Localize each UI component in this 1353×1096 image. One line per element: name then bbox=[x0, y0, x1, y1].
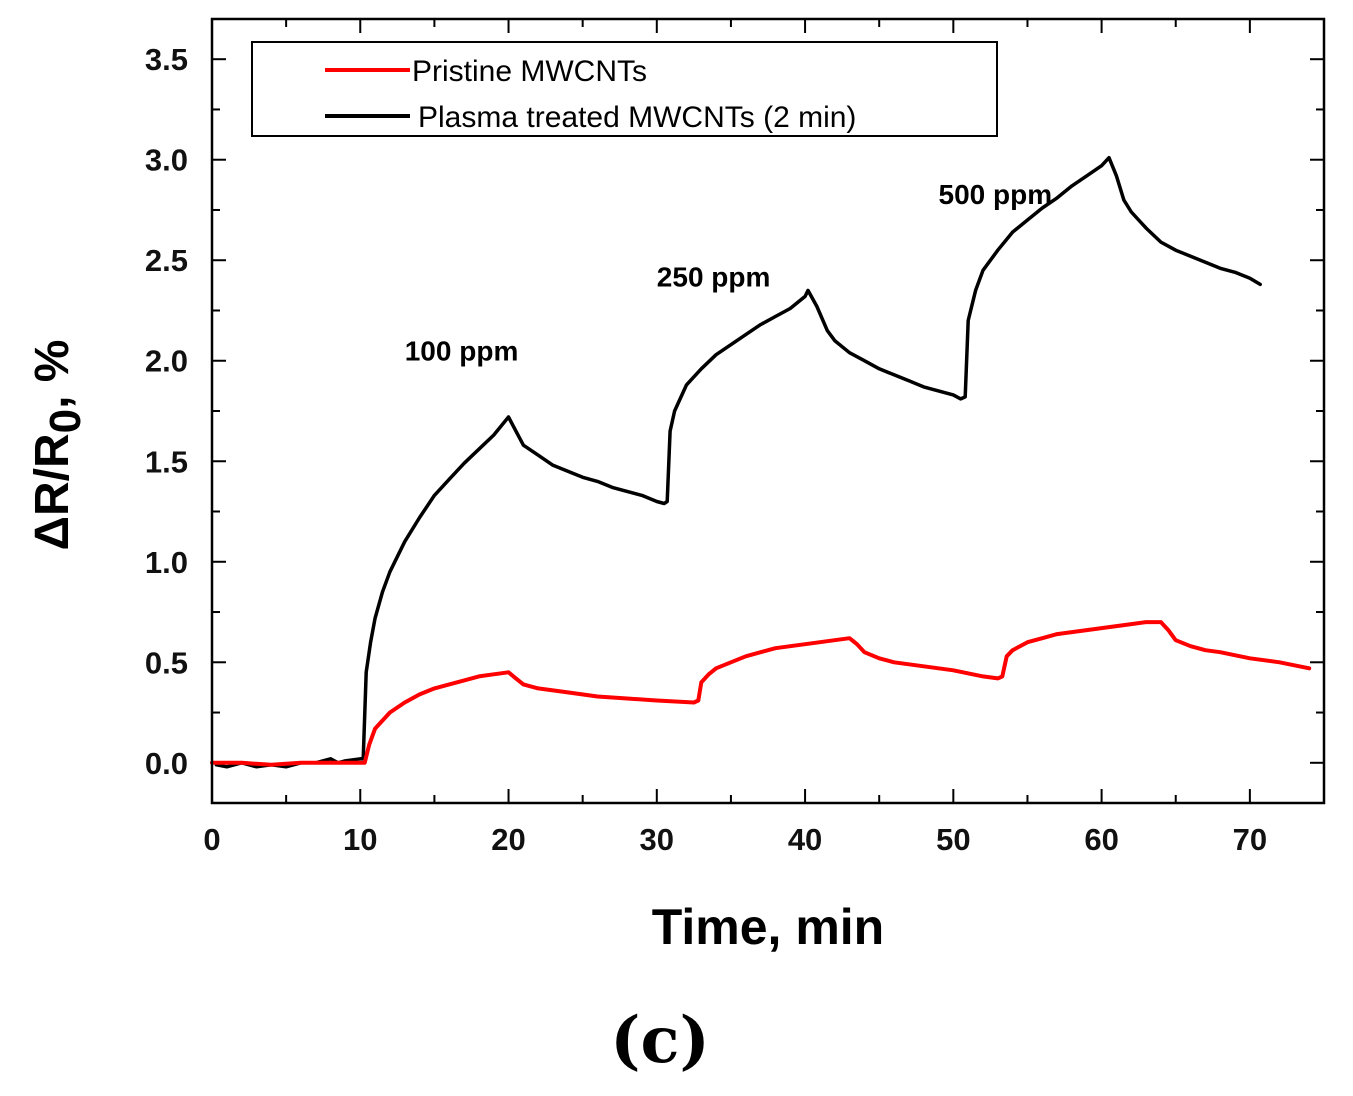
x-tick-label: 10 bbox=[343, 822, 377, 857]
y-tick-label: 2.5 bbox=[145, 243, 188, 278]
panel-label: (c) bbox=[610, 1003, 710, 1078]
y-tick-label: 2.0 bbox=[145, 344, 188, 379]
plot-frame bbox=[210, 17, 1326, 805]
series-layer bbox=[210, 155, 1312, 769]
series-line-pristine bbox=[210, 620, 1312, 767]
x-tick-label: 60 bbox=[1084, 822, 1118, 857]
x-tick-label: 30 bbox=[640, 822, 674, 857]
legend-box bbox=[251, 41, 998, 137]
x-axis-title: Time, min bbox=[652, 899, 884, 955]
y-axis-title: ΔR/R0, % bbox=[26, 339, 90, 550]
y-axis-title-main: ΔR/R bbox=[26, 433, 79, 550]
y-tick-label: 3.0 bbox=[145, 143, 188, 178]
legend: Pristine MWCNTs Plasma treated MWCNTs (2… bbox=[251, 41, 998, 137]
y-tick-label: 0.0 bbox=[145, 746, 188, 781]
annotations: 100 ppm 250 ppm 500 ppm bbox=[405, 179, 1052, 367]
legend-label-pristine: Pristine MWCNTs bbox=[412, 55, 647, 88]
y-tick-label: 3.5 bbox=[145, 42, 188, 77]
x-tick-label: 40 bbox=[788, 822, 822, 857]
y-axis-title-suffix: , % bbox=[26, 339, 79, 408]
concentration-annotation: 100 ppm bbox=[405, 336, 519, 367]
svg-text:ΔR/R0, %: ΔR/R0, % bbox=[26, 339, 90, 550]
tick-marks-layer bbox=[211, 19, 1324, 803]
y-axis-title-sub: 0 bbox=[41, 409, 90, 433]
x-tick-label: 50 bbox=[936, 822, 970, 857]
concentration-annotation: 250 ppm bbox=[657, 261, 771, 292]
x-tick-label: 20 bbox=[491, 822, 525, 857]
y-tick-label: 1.5 bbox=[145, 444, 188, 479]
concentration-annotation: 500 ppm bbox=[939, 179, 1053, 210]
x-tick-labels: 0 10 20 30 40 50 60 70 bbox=[203, 822, 1267, 857]
x-tick-label: 70 bbox=[1233, 822, 1267, 857]
y-tick-label: 1.0 bbox=[145, 545, 188, 580]
x-tick-label: 0 bbox=[203, 822, 220, 857]
y-tick-label: 0.5 bbox=[145, 645, 188, 680]
y-tick-labels: 0.0 0.5 1.0 1.5 2.0 2.5 3.0 3.5 bbox=[145, 42, 188, 781]
series-line-plasma bbox=[214, 155, 1262, 769]
legend-label-plasma: Plasma treated MWCNTs (2 min) bbox=[418, 101, 856, 134]
